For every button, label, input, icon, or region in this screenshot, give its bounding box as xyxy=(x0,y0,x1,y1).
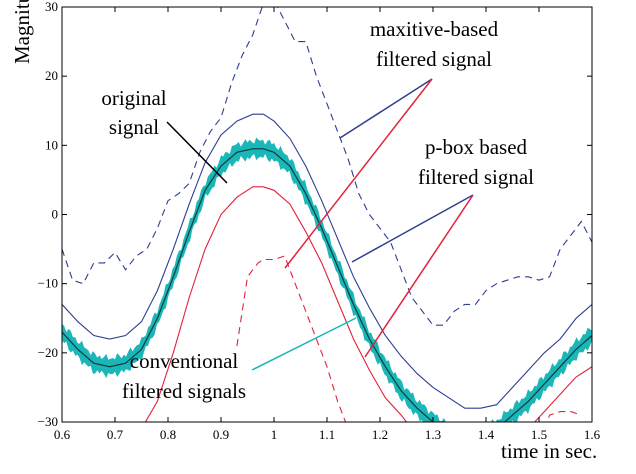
annotations: original signal maxitive-based filtered sig… xyxy=(101,17,534,403)
x-tick-label: 0.9 xyxy=(213,427,229,442)
x-tick-label: 1.2 xyxy=(372,427,388,442)
x-tick-label: 1 xyxy=(271,427,278,442)
annotation-conventional-line2: filtered signals xyxy=(122,379,246,403)
original-pointer xyxy=(166,121,228,184)
x-tick-label: 1.5 xyxy=(531,427,547,442)
annotation-original-line2: signal xyxy=(109,115,159,139)
x-tick-label: 0.8 xyxy=(160,427,176,442)
y-tick-label: 10 xyxy=(45,137,58,152)
original-signal-band xyxy=(62,137,592,422)
pbox-pointer-red xyxy=(364,194,474,358)
y-tick-label: −10 xyxy=(38,276,58,291)
y-tick-label: −30 xyxy=(38,414,58,429)
annotation-pbox-line1: p-box based xyxy=(425,135,528,159)
y-axis-label: Magnitude xyxy=(10,0,34,64)
annotation-maxitive-line1: maxitive-based xyxy=(370,17,499,41)
annotation-original-line1: original xyxy=(101,86,166,110)
x-tick-label: 0.6 xyxy=(54,427,71,442)
maxitive-upper-line xyxy=(62,7,592,326)
annotation-conventional-line1: conventional xyxy=(130,349,239,373)
x-tick-label: 0.7 xyxy=(107,427,124,442)
maxitive-pointer-blue xyxy=(339,78,433,139)
x-tick-label: 1.4 xyxy=(478,427,495,442)
x-tick-label: 1.1 xyxy=(319,427,335,442)
maxitive-pointer-red xyxy=(284,78,433,269)
y-tick-label: 30 xyxy=(45,0,58,14)
annotation-pbox-line2: filtered signal xyxy=(418,165,534,189)
conventional-right-fragment xyxy=(546,411,582,422)
conventional-pointer xyxy=(251,317,357,371)
x-axis-label: time in sec. xyxy=(501,439,597,463)
pbox-pointer-blue xyxy=(351,194,474,263)
y-tick-label: 0 xyxy=(52,207,59,222)
axis-ticks: 0.6 0.7 0.8 0.9 1 1.1 1.2 1.3 1.4 1.5 1.6 30 20 10 0 −1… xyxy=(38,0,601,442)
original-signal-line xyxy=(62,148,592,422)
plot-area xyxy=(62,7,592,422)
maxitive-lower-line xyxy=(236,255,347,422)
y-tick-label: −20 xyxy=(38,345,58,360)
y-tick-label: 20 xyxy=(45,68,58,83)
annotation-pointers xyxy=(166,78,474,371)
conventional-lower-line xyxy=(62,186,592,422)
annotation-maxitive-line2: filtered signal xyxy=(376,47,492,71)
x-tick-label: 1.3 xyxy=(425,427,441,442)
x-tick-label: 1.6 xyxy=(584,427,601,442)
pbox-upper-line xyxy=(62,113,592,409)
